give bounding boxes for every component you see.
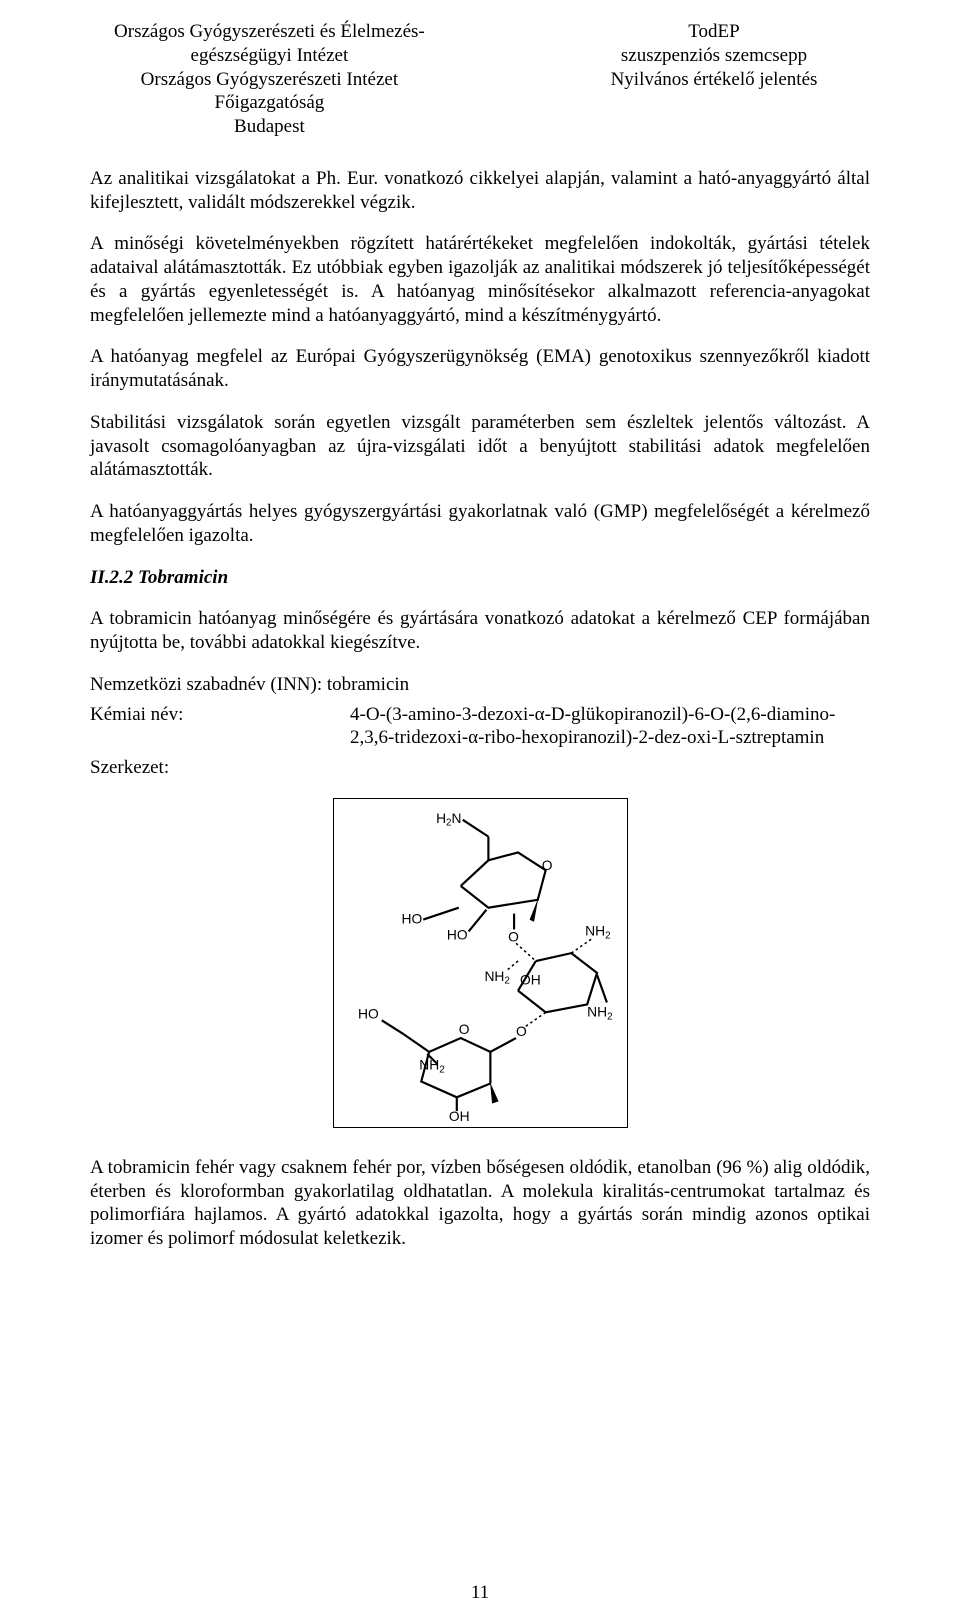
header-right-line3: Nyilvános értékelő jelentés <box>558 68 870 92</box>
header-left-line1: Országos Gyógyszerészeti és Élelmezés- <box>90 20 449 44</box>
inn-line: Nemzetközi szabadnév (INN): tobramicin <box>90 673 870 697</box>
header-left-line3: Országos Gyógyszerészeti Intézet <box>90 68 449 92</box>
document-body: Az analitikai vizsgálatokat a Ph. Eur. v… <box>90 167 870 1251</box>
header-left-line5: Budapest <box>90 115 449 139</box>
svg-text:NH2: NH2 <box>484 968 509 987</box>
page-header: Országos Gyógyszerészeti és Élelmezés- e… <box>90 20 870 139</box>
paragraph-1: Az analitikai vizsgálatokat a Ph. Eur. v… <box>90 167 870 215</box>
svg-text:NH2: NH2 <box>587 1003 612 1022</box>
paragraph-5: A hatóanyaggyártás helyes gyógyszergyárt… <box>90 500 870 548</box>
svg-text:HO: HO <box>401 910 422 926</box>
structure-figure: H2N O HO HO O <box>333 798 628 1128</box>
header-left-line2: egészségügyi Intézet <box>90 44 449 68</box>
header-right-line1: TodEP <box>558 20 870 44</box>
header-right: TodEP szuszpenziós szemcsepp Nyilvános é… <box>558 20 870 139</box>
chem-name-row: Kémiai név: 4-O-(3-amino-3-dezoxi-α-D-gl… <box>90 703 870 751</box>
molecule-diagram: H2N O HO HO O <box>340 805 621 1121</box>
chem-name-value: 4-O-(3-amino-3-dezoxi-α-D-glükopiranozil… <box>350 703 870 751</box>
svg-text:HO: HO <box>446 926 467 942</box>
paragraph-4: Stabilitási vizsgálatok során egyetlen v… <box>90 411 870 482</box>
header-left: Országos Gyógyszerészeti és Élelmezés- e… <box>90 20 449 139</box>
header-left-line4: Főigazgatóság <box>90 91 449 115</box>
page: Országos Gyógyszerészeti és Élelmezés- e… <box>0 0 960 1624</box>
paragraph-2: A minőségi követelményekben rögzített ha… <box>90 232 870 327</box>
header-right-line2: szuszpenziós szemcsepp <box>558 44 870 68</box>
svg-text:OH: OH <box>448 1108 469 1121</box>
svg-text:O: O <box>541 857 552 873</box>
paragraph-3: A hatóanyag megfelel az Európai Gyógysze… <box>90 345 870 393</box>
paragraph-last: A tobramicin fehér vagy csaknem fehér po… <box>90 1156 870 1251</box>
svg-text:O: O <box>458 1021 469 1037</box>
paragraph-6: A tobramicin hatóanyag minőségére és gyá… <box>90 607 870 655</box>
svg-text:NH2: NH2 <box>585 922 610 941</box>
svg-text:O: O <box>516 1023 527 1039</box>
section-heading: II.2.2 Tobramicin <box>90 566 870 590</box>
structure-label: Szerkezet: <box>90 756 870 780</box>
structure-figure-wrap: H2N O HO HO O <box>90 798 870 1128</box>
svg-text:O: O <box>508 928 519 944</box>
svg-text:H2N: H2N <box>436 810 461 829</box>
page-number: 11 <box>0 1582 960 1604</box>
svg-text:HO: HO <box>358 1005 379 1021</box>
svg-text:OH: OH <box>520 971 541 987</box>
chem-name-label: Kémiai név: <box>90 703 350 751</box>
